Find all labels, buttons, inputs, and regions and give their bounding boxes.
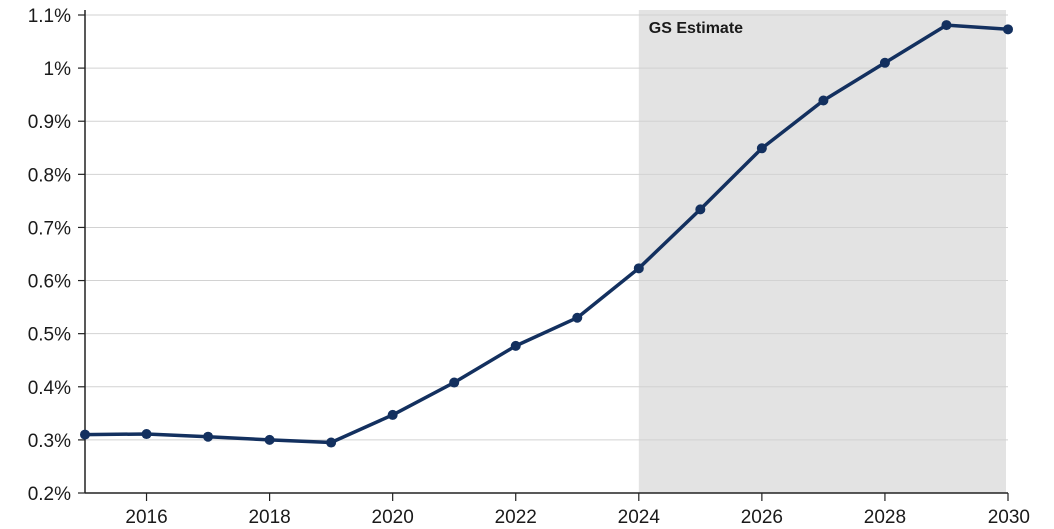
data-point bbox=[695, 204, 706, 215]
x-tick-label: 2018 bbox=[248, 507, 290, 528]
x-tick-label: 2024 bbox=[618, 507, 661, 528]
estimate-shaded-region bbox=[638, 10, 1006, 493]
x-tick-label: 2022 bbox=[495, 507, 537, 528]
data-point bbox=[1003, 24, 1013, 35]
data-point bbox=[141, 429, 152, 440]
x-tick-label: 2016 bbox=[125, 507, 167, 528]
shaded-region-layer bbox=[638, 10, 1006, 493]
y-tick-label: 0.6% bbox=[28, 272, 71, 293]
x-tick-label: 2030 bbox=[988, 507, 1030, 528]
data-point bbox=[572, 312, 583, 323]
x-tick-label: 2028 bbox=[864, 507, 906, 528]
estimate-region-label: GS Estimate bbox=[649, 20, 743, 37]
data-point bbox=[387, 409, 398, 420]
x-tick-label: 2026 bbox=[741, 507, 783, 528]
series-line bbox=[83, 23, 1010, 445]
data-point bbox=[203, 431, 214, 442]
data-point bbox=[80, 429, 90, 440]
data-point bbox=[633, 263, 644, 274]
y-tick-label: 1.1% bbox=[28, 6, 71, 27]
y-tick-label: 0.5% bbox=[28, 325, 71, 346]
data-point bbox=[941, 20, 952, 31]
data-point bbox=[756, 143, 767, 154]
data-point bbox=[510, 340, 521, 351]
data-point bbox=[326, 437, 337, 448]
axes bbox=[78, 10, 1009, 501]
gridlines bbox=[85, 14, 1008, 441]
y-tick-label: 0.2% bbox=[28, 484, 71, 505]
data-point bbox=[879, 57, 890, 68]
y-tick-label: 0.8% bbox=[28, 165, 71, 186]
y-tick-label: 1% bbox=[44, 59, 72, 80]
data-point bbox=[264, 434, 275, 445]
x-tick-label: 2020 bbox=[372, 507, 414, 528]
data-point bbox=[818, 95, 829, 106]
data-point bbox=[449, 377, 460, 388]
y-tick-label: 0.3% bbox=[28, 431, 71, 452]
series-layer bbox=[80, 20, 1013, 448]
y-tick-label: 0.4% bbox=[28, 378, 71, 399]
y-tick-label: 0.9% bbox=[28, 112, 71, 133]
labels-layer: GS Estimate 0.2% 0.3% 0.4% 0.5% 0.6% 0.7% 0.8% 0… bbox=[28, 6, 1030, 528]
y-tick-label: 0.7% bbox=[28, 218, 71, 239]
